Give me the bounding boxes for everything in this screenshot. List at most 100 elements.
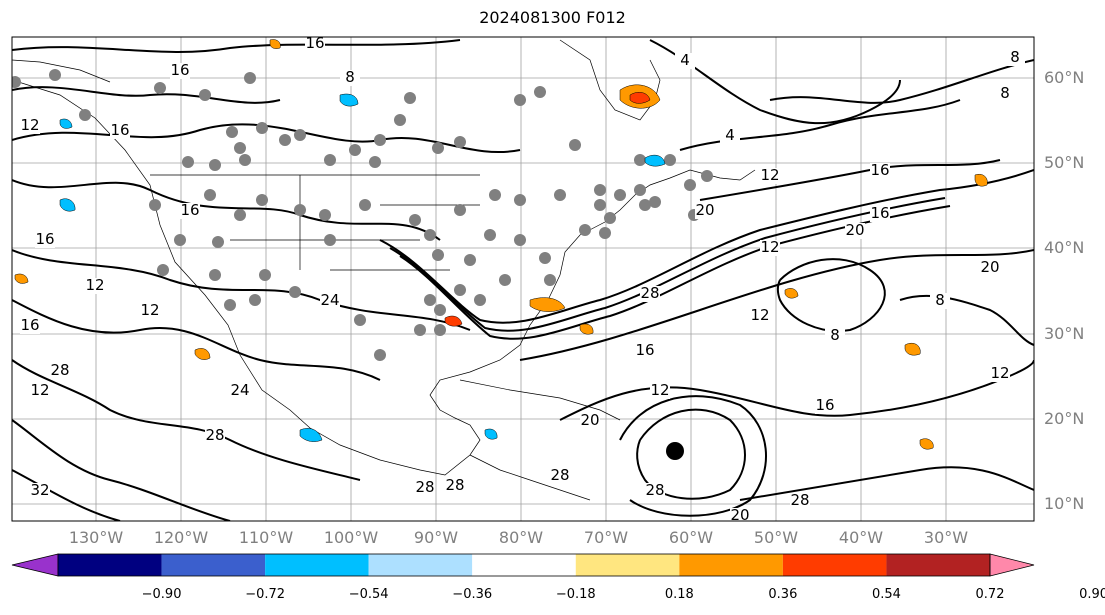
contour-label-bg [30, 483, 50, 499]
colorbar-tick-label: 0.36 [768, 587, 798, 602]
contour-label: 24 [320, 291, 339, 309]
station-dot [634, 184, 646, 196]
contour-label-bg [640, 286, 660, 302]
contour-label-bg [750, 308, 770, 324]
station-dot [212, 236, 224, 248]
contour-label-bg [980, 260, 1000, 276]
station-dot [349, 144, 361, 156]
station-dot [484, 229, 496, 241]
colorbar-segment [265, 554, 369, 576]
station-dot [534, 86, 546, 98]
station-dot [434, 304, 446, 316]
station-dot [649, 196, 661, 208]
station-dot [324, 154, 336, 166]
station-dot [514, 194, 526, 206]
station-dot [294, 129, 306, 141]
contour-label-bg [35, 232, 55, 248]
contour-label: 28 [50, 361, 69, 379]
contour-label: 12 [760, 238, 779, 256]
station-dot [374, 349, 386, 361]
contour-label-bg [845, 223, 865, 239]
station-dot [174, 234, 186, 246]
station-dot [324, 234, 336, 246]
station-dot [256, 122, 268, 134]
contour-label: 4 [725, 126, 735, 144]
station-dot [12, 76, 21, 88]
contour-label: 12 [20, 116, 39, 134]
station-dot [499, 274, 511, 286]
contour-label-bg [580, 413, 600, 429]
station-dot [454, 204, 466, 216]
station-dot [149, 199, 161, 211]
contour-label: 16 [635, 341, 654, 359]
contour-label-bg [445, 478, 465, 494]
contour-label: 16 [815, 396, 834, 414]
contour-label: 8 [935, 291, 945, 309]
contour-label-bg [140, 303, 160, 319]
station-dot [514, 94, 526, 106]
contour-label-bg [180, 203, 200, 219]
contour-label-bg [730, 508, 750, 521]
contour-label: 28 [445, 476, 464, 494]
contour-label: 8 [830, 326, 840, 344]
contour-label-bg [695, 203, 715, 219]
contour-label-bg [815, 398, 835, 414]
contour-label: 16 [870, 204, 889, 222]
colorbar-segment [472, 554, 576, 576]
contour-label: 20 [845, 221, 864, 239]
height-contours [12, 39, 1034, 521]
contour-label-bg [110, 123, 130, 139]
contour-label: 20 [695, 201, 714, 219]
contour-label-bg [170, 63, 190, 79]
contour-label-bg [995, 86, 1015, 102]
station-dot [79, 109, 91, 121]
station-dot [204, 189, 216, 201]
station-markers [12, 69, 713, 361]
latitude-label: 30°N [1044, 324, 1085, 343]
latitude-label: 40°N [1044, 238, 1085, 257]
contour-label-bg [340, 70, 360, 86]
station-dot [182, 156, 194, 168]
contour-label-bg [675, 53, 695, 69]
contour-label: 12 [30, 381, 49, 399]
longitude-label: 70°W [583, 528, 629, 547]
longitude-label: 30°W [923, 528, 969, 547]
contour-label: 16 [110, 121, 129, 139]
longitude-label: 50°W [753, 528, 799, 547]
shaded-regions [14, 39, 988, 450]
colorbar-tick-label: 0.90 [1079, 587, 1105, 602]
contour-label: 8 [345, 68, 355, 86]
longitude-label: 40°W [838, 528, 884, 547]
contour-label-bg [760, 168, 780, 184]
station-dot [569, 139, 581, 151]
station-dot [49, 69, 61, 81]
station-dot [454, 284, 466, 296]
station-dot [209, 269, 221, 281]
contour-label: 12 [85, 276, 104, 294]
contour-label: 8 [1010, 48, 1020, 66]
contour-label: 28 [645, 481, 664, 499]
station-dot [289, 286, 301, 298]
station-dot [226, 126, 238, 138]
contour-label-bg [635, 343, 655, 359]
longitude-label: 60°W [668, 528, 714, 547]
station-dot [489, 189, 501, 201]
colorbar-tick-label: 0.54 [871, 587, 901, 602]
colorbar-outline [57, 553, 991, 577]
colorbar-segment [886, 554, 990, 576]
colorbar-segment [575, 554, 680, 576]
station-dot [604, 212, 616, 224]
latitude-label: 10°N [1044, 494, 1085, 513]
station-dot [154, 82, 166, 94]
station-dot [614, 189, 626, 201]
station-dot [394, 114, 406, 126]
contour-label-bg [825, 328, 845, 344]
contour-label: 12 [760, 166, 779, 184]
station-dot [701, 170, 713, 182]
colorbar [11, 553, 1035, 577]
station-dot [424, 229, 436, 241]
contour-label: 20 [980, 258, 999, 276]
station-dot [424, 294, 436, 306]
colorbar-tick-label: −0.72 [245, 587, 286, 602]
station-dot [294, 204, 306, 216]
